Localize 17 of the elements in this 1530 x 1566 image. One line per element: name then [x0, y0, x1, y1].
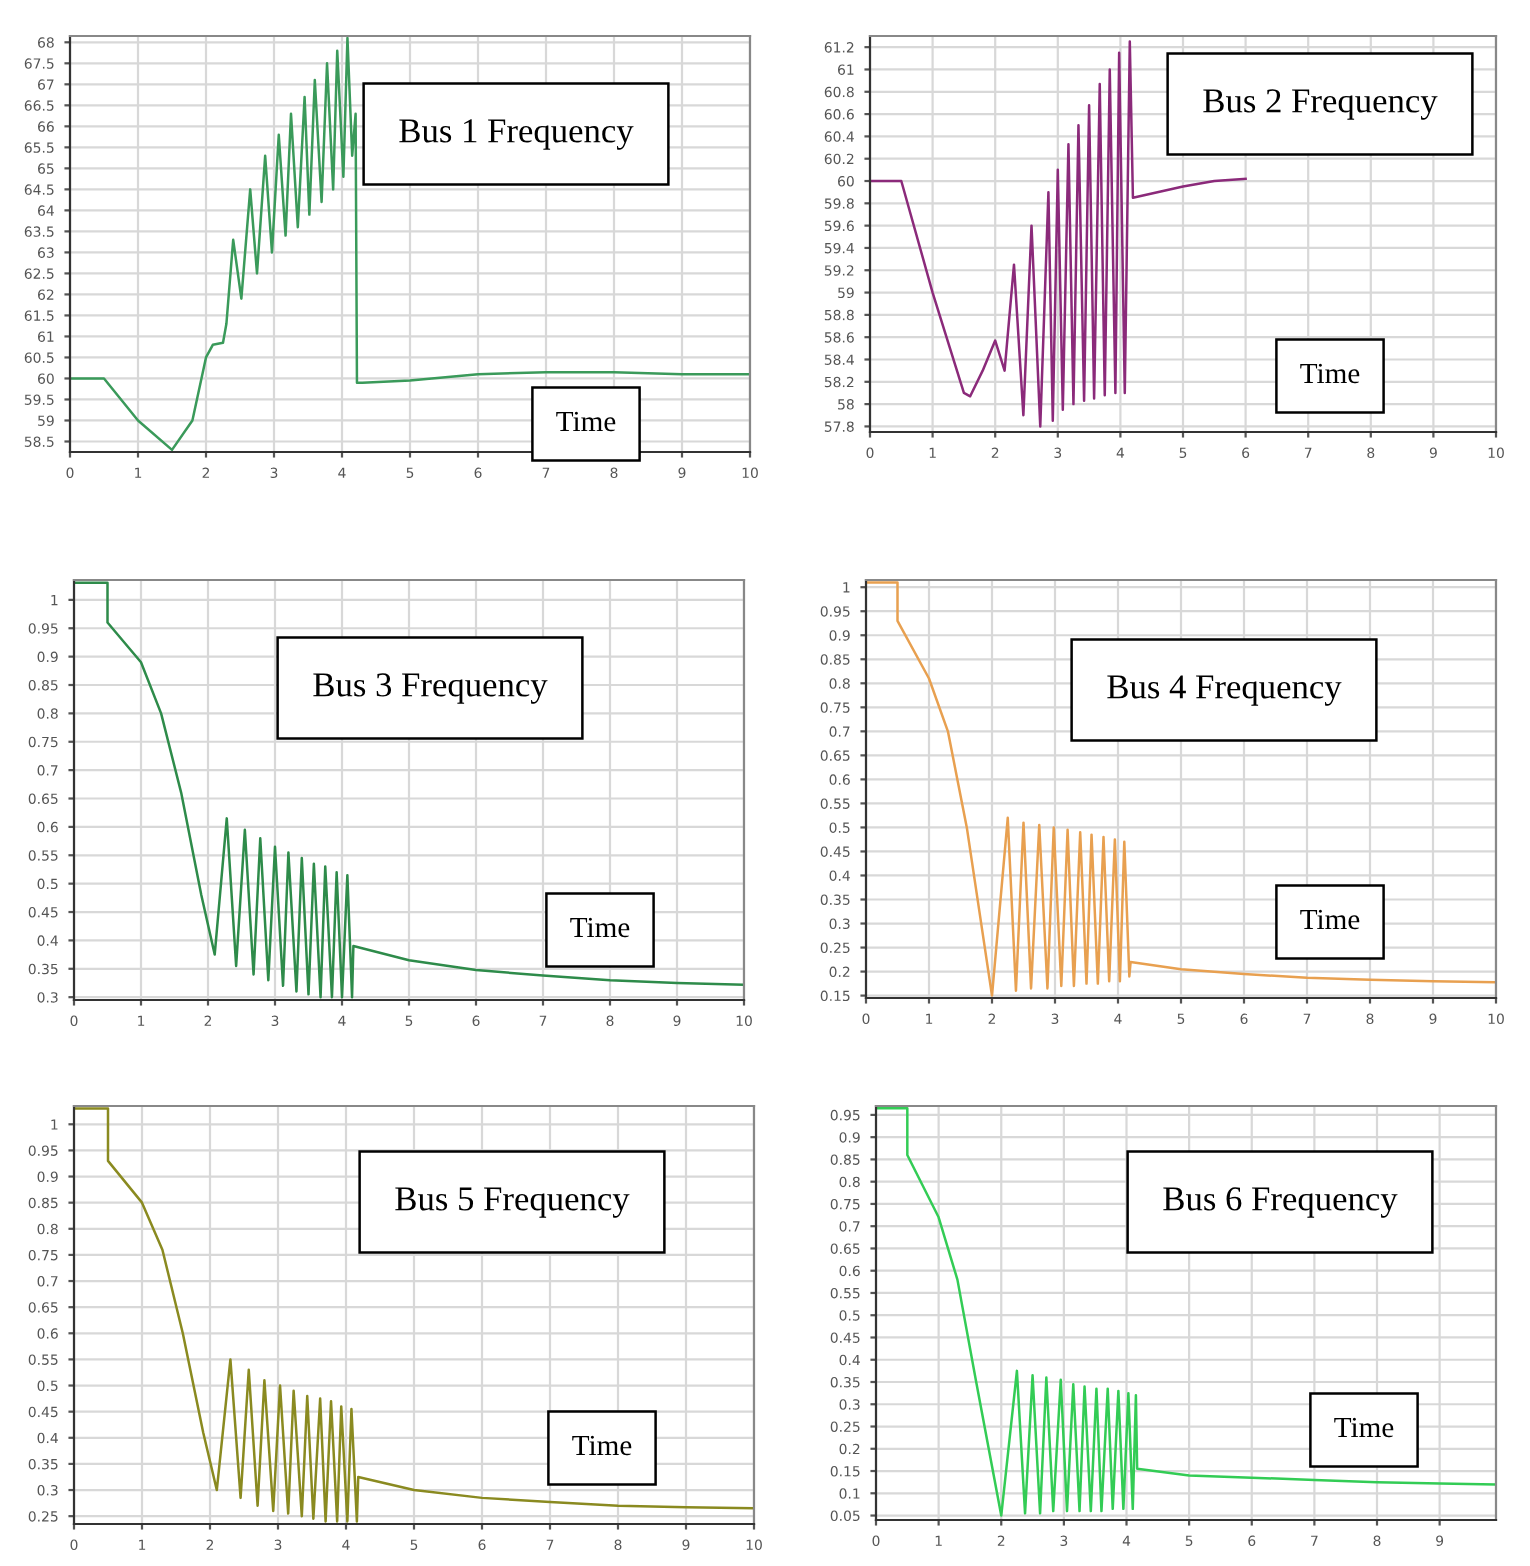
text: Bus 5 Frequency	[395, 1187, 630, 1218]
x-axis-title: Time	[572, 1435, 632, 1456]
x-axis-title: Time	[1300, 363, 1360, 384]
line-series	[74, 581, 744, 999]
text: Bus 3 Frequency	[313, 673, 548, 704]
x-axis-title: Time	[1300, 909, 1360, 930]
x-axis-title: Time	[1334, 1417, 1394, 1438]
line-series	[866, 581, 1496, 997]
text: Bus 6 Frequency	[1163, 1187, 1398, 1218]
text: Bus 2 Frequency	[1203, 89, 1438, 120]
line-series	[876, 1106, 1496, 1517]
text: Bus 1 Frequency	[399, 119, 634, 150]
text: Bus 4 Frequency	[1107, 675, 1342, 706]
x-axis-title: Time	[556, 411, 616, 432]
line-series	[74, 1107, 754, 1523]
x-axis-title: Time	[570, 917, 630, 938]
line-series	[70, 36, 750, 452]
